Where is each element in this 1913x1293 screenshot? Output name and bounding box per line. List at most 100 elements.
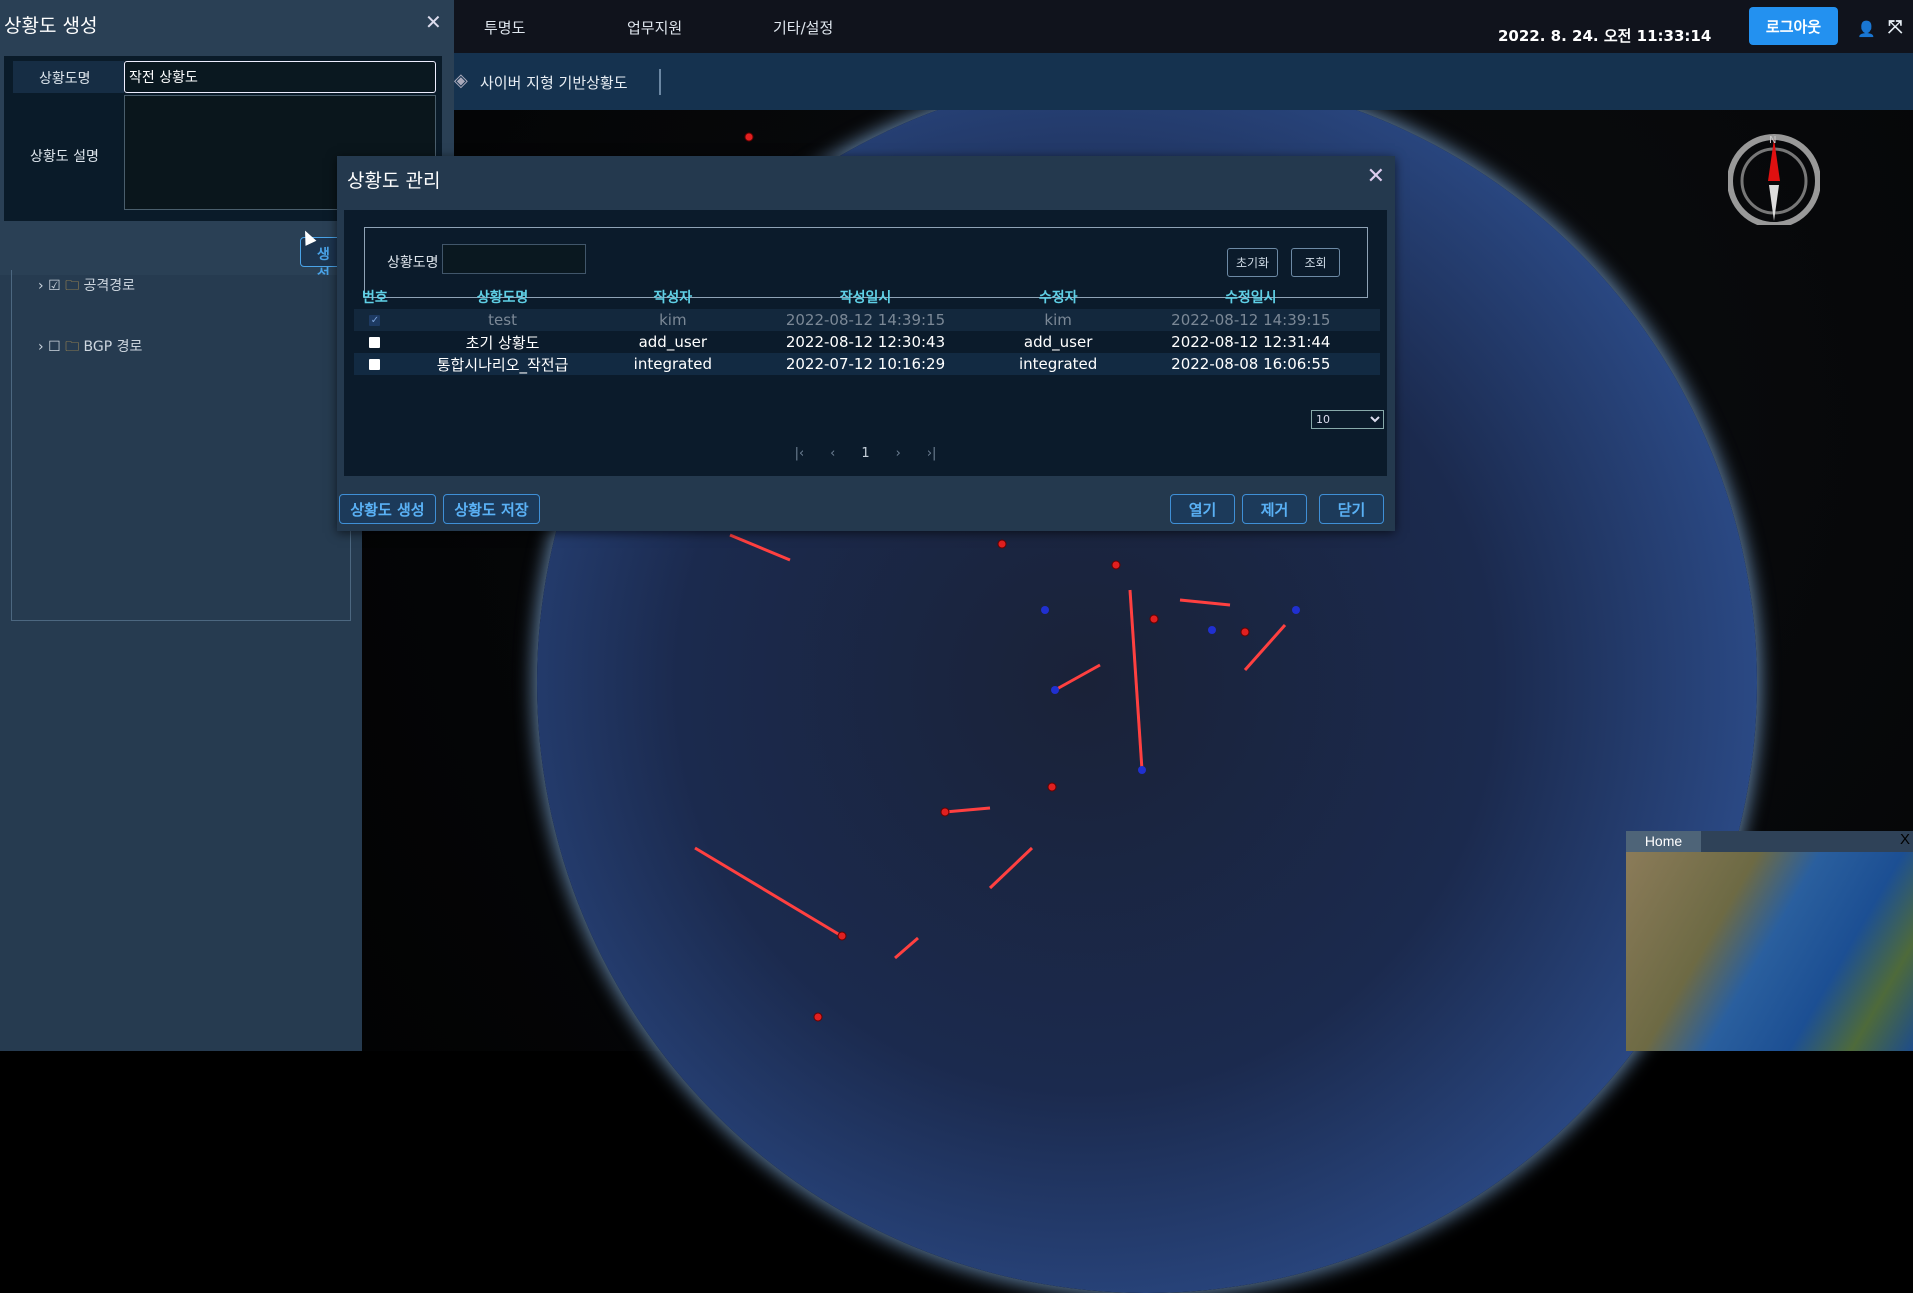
search-input[interactable] bbox=[442, 244, 586, 274]
row-checkbox[interactable] bbox=[369, 337, 381, 348]
attack-line bbox=[1243, 624, 1287, 671]
checkbox-unchecked[interactable]: ☐ bbox=[48, 339, 61, 355]
minimap-home-tab[interactable]: Home bbox=[1626, 831, 1701, 852]
cell-name: 초기 상황도 bbox=[465, 333, 540, 352]
last-page-button[interactable]: ›| bbox=[926, 446, 937, 461]
attack-line bbox=[1179, 598, 1231, 607]
attack-line bbox=[694, 846, 841, 937]
svg-text:N: N bbox=[1769, 135, 1776, 146]
create-map-button[interactable]: 상황도 생성 bbox=[339, 494, 436, 524]
table-row[interactable]: ✓ test kim 2022-08-12 14:39:15 kim 2022-08-12… bbox=[354, 309, 1380, 331]
layer-tree: › ☑ 🗀 공격경로 › ☐ 🗀 BGP 경로 bbox=[11, 270, 351, 621]
first-page-button[interactable]: |‹ bbox=[794, 446, 805, 461]
page-size-select[interactable]: 10 bbox=[1311, 410, 1384, 429]
cell-modified: 2022-08-12 14:39:15 bbox=[1121, 309, 1380, 331]
divider bbox=[659, 69, 661, 95]
attack-node bbox=[1047, 782, 1057, 792]
name-input[interactable] bbox=[124, 61, 436, 93]
manage-dialog: 상황도 관리 ✕ 상황도명 초기화 조회 번호 상황도명 작성자 작성일시 수정… bbox=[337, 156, 1395, 531]
table-row[interactable]: 초기 상황도 add_user 2022-08-12 12:30:43 add_use… bbox=[354, 331, 1380, 353]
tree-item-bgp-path[interactable]: › ☐ 🗀 BGP 경로 bbox=[38, 339, 143, 355]
map-list-table: 번호 상황도명 작성자 작성일시 수정자 수정일시 ✓ test kim 2022-0… bbox=[354, 285, 1380, 375]
desc-textarea[interactable] bbox=[124, 95, 436, 210]
cell-modified: 2022-08-12 12:31:44 bbox=[1171, 333, 1331, 351]
attack-node bbox=[1111, 560, 1121, 570]
cell-author: integrated bbox=[609, 353, 737, 375]
attack-overlay bbox=[694, 132, 1300, 1022]
save-map-button[interactable]: 상황도 저장 bbox=[443, 494, 540, 524]
sub-bar bbox=[454, 53, 1913, 110]
next-page-button[interactable]: › bbox=[895, 446, 901, 461]
remove-button[interactable]: 제거 bbox=[1242, 494, 1307, 524]
cell-created: 2022-08-12 14:39:15 bbox=[736, 309, 995, 331]
cell-author: kim bbox=[609, 309, 737, 331]
pagination: |‹ ‹ 1 › ›| bbox=[344, 446, 1387, 461]
page-number[interactable]: 1 bbox=[861, 446, 870, 461]
row-checkbox-cell[interactable] bbox=[354, 353, 396, 375]
attack-node bbox=[813, 1012, 823, 1022]
target-node bbox=[1292, 606, 1300, 614]
attack-node bbox=[1149, 614, 1159, 624]
target-node bbox=[1208, 626, 1216, 634]
name-label: 상황도명 bbox=[39, 71, 91, 87]
folder-icon: 🗀 bbox=[65, 339, 80, 355]
attack-node bbox=[997, 539, 1007, 549]
cell-modified: 2022-08-08 16:06:55 bbox=[1121, 353, 1380, 375]
layers-icon: ◈ bbox=[454, 70, 468, 91]
map-title: 사이버 지형 기반상황도 bbox=[480, 74, 628, 92]
minimap-close-button[interactable]: X bbox=[1899, 831, 1910, 848]
close-icon[interactable]: ✕ bbox=[425, 10, 442, 34]
col-modifier: 수정자 bbox=[1038, 290, 1078, 306]
target-node bbox=[1041, 606, 1049, 614]
datetime: 2022. 8. 24. 오전 11:33:14 bbox=[1498, 27, 1712, 45]
col-name: 상황도명 bbox=[476, 290, 529, 306]
search-panel: 상황도명 초기화 조회 bbox=[364, 227, 1368, 298]
close-button[interactable]: 닫기 bbox=[1319, 494, 1384, 524]
col-number: 번호 bbox=[362, 290, 388, 306]
nav-transparency[interactable]: 투명도 bbox=[484, 19, 526, 37]
row-checkbox-cell[interactable]: ✓ bbox=[354, 309, 396, 331]
close-icon[interactable]: ✕ bbox=[1366, 164, 1385, 189]
user-icon[interactable]: 👤 bbox=[1857, 20, 1876, 38]
overview-minimap[interactable]: Home X bbox=[1626, 831, 1913, 1051]
nav-settings[interactable]: 기타/설정 bbox=[773, 19, 834, 37]
fullscreen-icon[interactable]: ⤧ bbox=[1888, 17, 1903, 38]
open-button[interactable]: 열기 bbox=[1170, 494, 1235, 524]
attack-node bbox=[744, 132, 754, 142]
attack-node bbox=[837, 931, 847, 941]
col-author: 작성자 bbox=[653, 290, 693, 306]
cell-name: test bbox=[395, 309, 610, 331]
create-panel-title: 상황도 생성 bbox=[4, 15, 98, 37]
tree-item-attack-path[interactable]: › ☑ 🗀 공격경로 bbox=[38, 278, 136, 294]
checkbox-checked[interactable]: ☑ bbox=[48, 278, 61, 294]
sidebar bbox=[0, 275, 362, 1051]
cell-modifier: integrated bbox=[994, 353, 1122, 375]
row-checkbox[interactable]: ✓ bbox=[369, 315, 381, 326]
col-modified: 수정일시 bbox=[1225, 290, 1277, 306]
dialog-title: 상황도 관리 bbox=[347, 170, 441, 192]
attack-line bbox=[1128, 589, 1144, 771]
logout-button[interactable]: 로그아웃 bbox=[1749, 7, 1838, 45]
cell-created: 2022-08-12 12:30:43 bbox=[785, 333, 946, 351]
col-created: 작성일시 bbox=[839, 290, 892, 306]
dialog-body: 상황도명 초기화 조회 번호 상황도명 작성자 작성일시 수정자 수정일시 ✓ t… bbox=[344, 210, 1387, 476]
attack-line bbox=[944, 806, 991, 814]
target-node bbox=[1138, 766, 1146, 774]
table-row[interactable]: 통합시나리오_작전급 integrated 2022-07-12 10:16:29 i… bbox=[354, 353, 1380, 375]
attack-node bbox=[940, 807, 950, 817]
cell-modifier: add_user bbox=[1023, 333, 1093, 351]
row-checkbox[interactable] bbox=[369, 359, 381, 370]
tree-item-label: 공격경로 bbox=[83, 278, 136, 294]
reset-button[interactable]: 초기화 bbox=[1227, 248, 1278, 277]
search-button[interactable]: 조회 bbox=[1291, 248, 1340, 277]
cell-name: 통합시나리오_작전급 bbox=[395, 353, 610, 375]
nav-work-support[interactable]: 업무지원 bbox=[627, 19, 683, 37]
folder-icon: 🗀 bbox=[65, 278, 80, 294]
attack-line bbox=[1054, 663, 1101, 692]
cell-modifier: kim bbox=[994, 309, 1122, 331]
row-checkbox-cell[interactable] bbox=[354, 331, 396, 353]
attack-line bbox=[988, 846, 1034, 890]
target-node bbox=[1051, 686, 1059, 694]
prev-page-button[interactable]: ‹ bbox=[830, 446, 836, 461]
compass-widget[interactable]: N bbox=[1727, 133, 1821, 228]
